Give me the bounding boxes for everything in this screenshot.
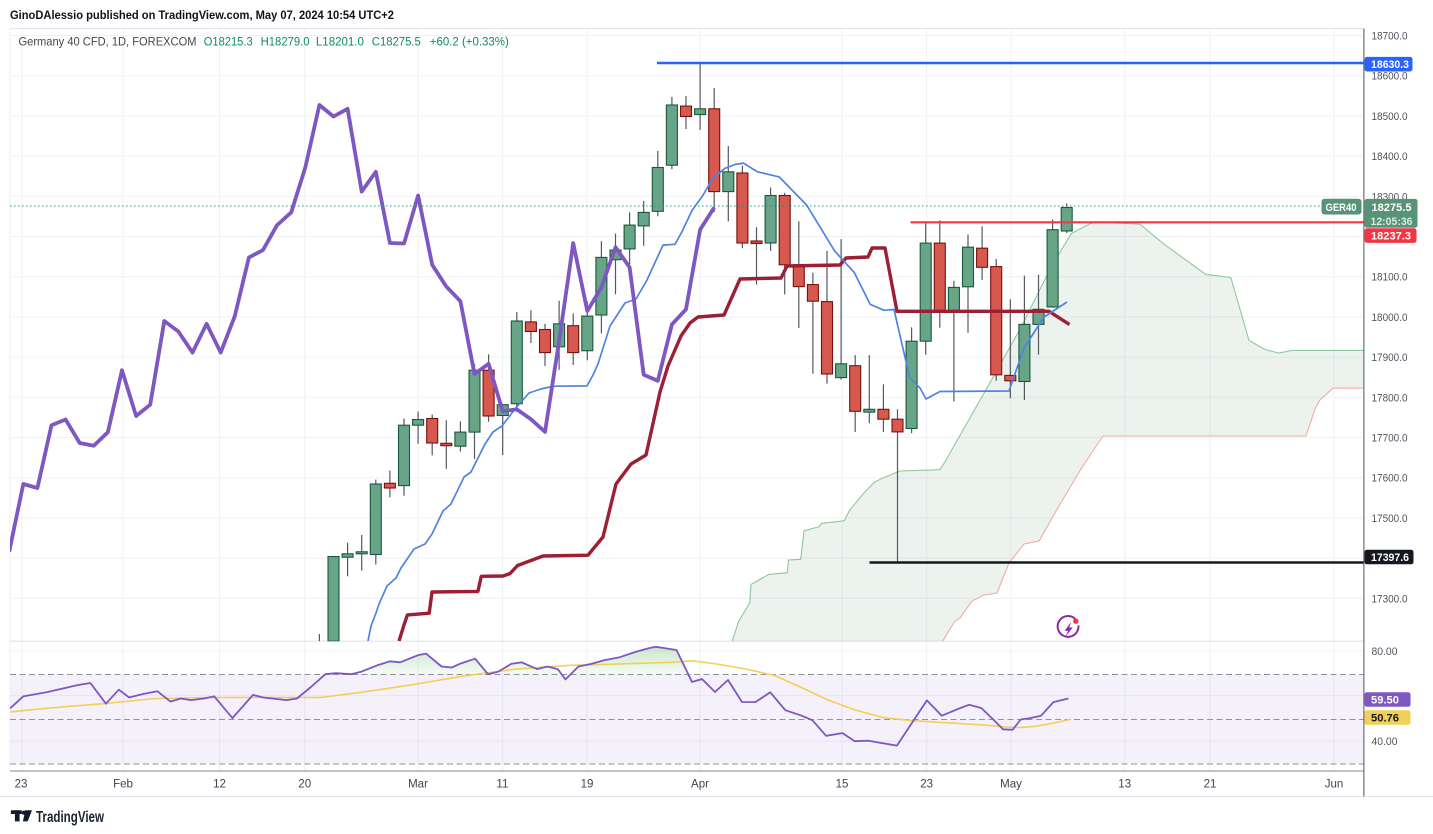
svg-text:Apr: Apr (691, 779, 709, 791)
svg-text:23: 23 (920, 779, 933, 791)
svg-text:11: 11 (496, 779, 508, 791)
svg-text:17600.0: 17600.0 (1372, 473, 1408, 485)
svg-text:L18201.0: L18201.0 (316, 35, 364, 49)
svg-text:18000.0: 18000.0 (1372, 312, 1408, 324)
svg-text:18400.0: 18400.0 (1372, 151, 1408, 163)
svg-text:+60.2 (+0.33%): +60.2 (+0.33%) (430, 35, 509, 49)
svg-text:23: 23 (15, 779, 28, 791)
svg-text:C18275.5: C18275.5 (372, 35, 421, 49)
svg-text:80.00: 80.00 (1372, 646, 1398, 658)
svg-text:18100.0: 18100.0 (1372, 272, 1408, 284)
svg-text:12:05:36: 12:05:36 (1371, 216, 1413, 228)
svg-text:O18215.3: O18215.3 (204, 35, 253, 49)
svg-text:May: May (1000, 779, 1022, 791)
svg-text:18275.5: 18275.5 (1372, 202, 1412, 214)
svg-text:18237.3: 18237.3 (1371, 231, 1411, 243)
svg-text:18500.0: 18500.0 (1372, 111, 1408, 123)
svg-text:Feb: Feb (113, 779, 133, 791)
svg-text:50.76: 50.76 (1371, 713, 1399, 725)
svg-text:GinoDAlessio published on Trad: GinoDAlessio published on TradingView.co… (10, 8, 394, 22)
svg-text:17700.0: 17700.0 (1372, 433, 1408, 445)
svg-text:21: 21 (1204, 779, 1217, 791)
svg-text:15: 15 (836, 779, 849, 791)
svg-text:17500.0: 17500.0 (1372, 513, 1408, 525)
svg-text:17900.0: 17900.0 (1372, 352, 1408, 364)
svg-text:17800.0: 17800.0 (1372, 392, 1408, 404)
svg-text:Jun: Jun (1325, 779, 1344, 791)
svg-text:GER40: GER40 (1326, 202, 1357, 214)
svg-text:13: 13 (1118, 779, 1131, 791)
svg-text:18700.0: 18700.0 (1372, 31, 1408, 43)
svg-text:20: 20 (298, 779, 311, 791)
svg-text:12: 12 (213, 779, 226, 791)
svg-text:18630.3: 18630.3 (1371, 59, 1409, 71)
svg-text:18600.0: 18600.0 (1372, 71, 1408, 83)
svg-text:40.00: 40.00 (1372, 736, 1398, 748)
svg-text:17397.6: 17397.6 (1371, 552, 1409, 564)
svg-text:17300.0: 17300.0 (1372, 593, 1408, 605)
svg-text:59.50: 59.50 (1371, 695, 1399, 707)
svg-text:Germany 40 CFD, 1D, FOREXCOM: Germany 40 CFD, 1D, FOREXCOM (19, 35, 197, 49)
svg-text:H18279.0: H18279.0 (261, 35, 310, 49)
svg-text:Mar: Mar (408, 779, 428, 791)
svg-text:TradingView: TradingView (36, 809, 105, 826)
svg-text:19: 19 (581, 779, 594, 791)
